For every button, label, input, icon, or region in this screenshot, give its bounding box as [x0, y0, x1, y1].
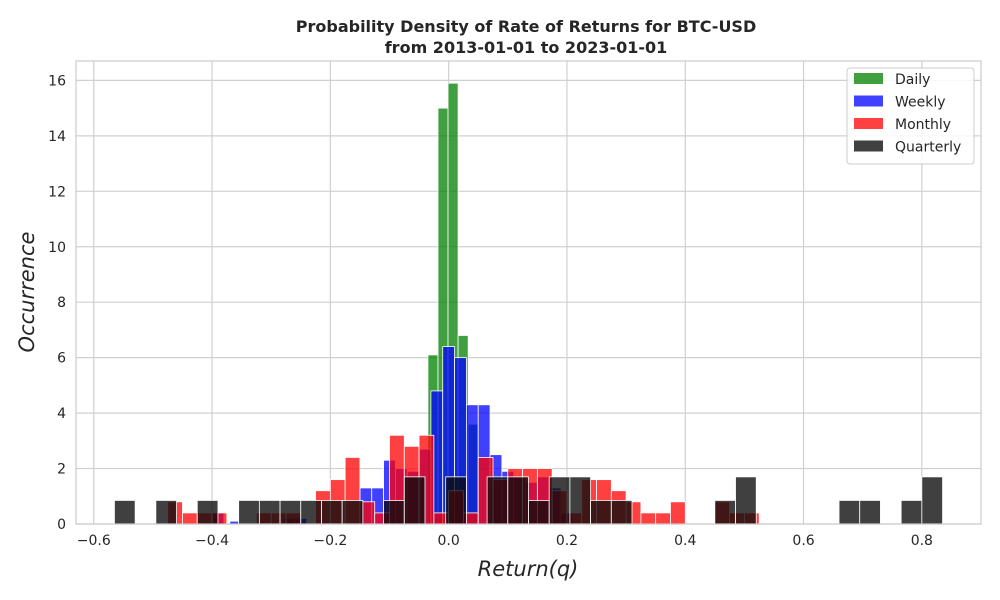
histogram-bars [114, 82, 943, 525]
histogram-bar-quarterly [341, 500, 364, 525]
histogram-bar-quarterly [155, 500, 177, 525]
histogram-bar-quarterly [921, 476, 943, 525]
histogram-bar-monthly [640, 512, 657, 525]
y-tick-label: 6 [57, 351, 66, 367]
histogram-bar-quarterly [238, 500, 260, 525]
histogram-bar-quarterly [321, 500, 343, 525]
histogram-bar-quarterly [196, 500, 219, 525]
x-tick-label: 0.4 [674, 533, 696, 549]
x-tick-label: 0.2 [556, 533, 578, 549]
legend-swatch-monthly [854, 118, 883, 129]
legend-label-monthly: Monthly [895, 117, 951, 133]
y-tick-label: 2 [57, 462, 66, 478]
histogram-bar-quarterly [548, 476, 571, 525]
legend-swatch-daily [854, 73, 883, 84]
histogram-bar-monthly [670, 501, 686, 525]
x-tick-label: −0.4 [195, 533, 229, 549]
chart-title-line-1: Probability Density of Rate of Returns f… [296, 17, 756, 36]
x-tick-label: 0.0 [438, 533, 460, 549]
histogram-bar-quarterly [300, 500, 322, 525]
legend-label-quarterly: Quarterly [895, 140, 961, 156]
histogram-bar-quarterly [838, 500, 861, 525]
histogram-bar-quarterly [610, 500, 633, 525]
plot-frame [75, 60, 982, 525]
legend-label-weekly: Weekly [895, 95, 946, 111]
y-tick-label: 4 [57, 406, 66, 422]
y-tick-label: 16 [48, 73, 66, 89]
histogram-bar-quarterly [507, 476, 529, 525]
histogram-bar-quarterly [445, 476, 467, 525]
histogram-bar-monthly [655, 512, 671, 525]
histogram-bar-quarterly [279, 500, 302, 525]
histogram-bar-monthly [182, 512, 198, 525]
y-tick-label: 0 [57, 517, 66, 533]
histogram-bar-quarterly [590, 500, 612, 525]
legend-box [846, 67, 975, 165]
chart-title-line-2: from 2013-01-01 to 2023-01-01 [385, 38, 668, 57]
x-tick-label: −0.6 [77, 533, 111, 549]
x-tick-label: 0.6 [792, 533, 814, 549]
series-quarterly-bars [114, 476, 943, 525]
x-axis-label: Return(q) [478, 557, 579, 581]
histogram-bar-quarterly [383, 500, 405, 525]
legend-label-daily: Daily [895, 72, 930, 88]
histogram-bar-weekly [465, 404, 479, 525]
histogram-bar-quarterly [859, 500, 881, 525]
histogram-bar-quarterly [735, 476, 757, 525]
y-tick-label: 12 [48, 184, 66, 200]
y-tick-label: 14 [48, 129, 66, 145]
histogram-bar-quarterly [258, 500, 281, 525]
legend-swatch-quarterly [854, 140, 883, 152]
histogram-bar-quarterly [403, 476, 426, 525]
histogram-bar-quarterly [486, 476, 509, 525]
histogram-bar-quarterly [528, 500, 550, 525]
y-axis-label: Occurrence [15, 232, 39, 353]
x-tick-label: −0.2 [313, 533, 347, 549]
grid-lines [76, 61, 981, 525]
y-tick-label: 8 [57, 295, 66, 311]
histogram-bar-quarterly [900, 500, 923, 525]
legend: Daily Weekly Monthly Quarterly [846, 67, 975, 165]
histogram-bar-quarterly [714, 500, 736, 525]
legend-swatch-weekly [854, 95, 883, 107]
x-tick-label: 0.8 [911, 533, 933, 549]
x-tick-labels: −0.6 −0.4 −0.2 0.0 0.2 0.4 0.6 0.8 [77, 533, 933, 549]
histogram-bar-quarterly [114, 500, 136, 525]
histogram-bar-quarterly [569, 476, 592, 525]
y-tick-labels: 0 2 4 6 8 10 12 14 16 [48, 73, 66, 533]
y-tick-label: 10 [48, 240, 66, 256]
